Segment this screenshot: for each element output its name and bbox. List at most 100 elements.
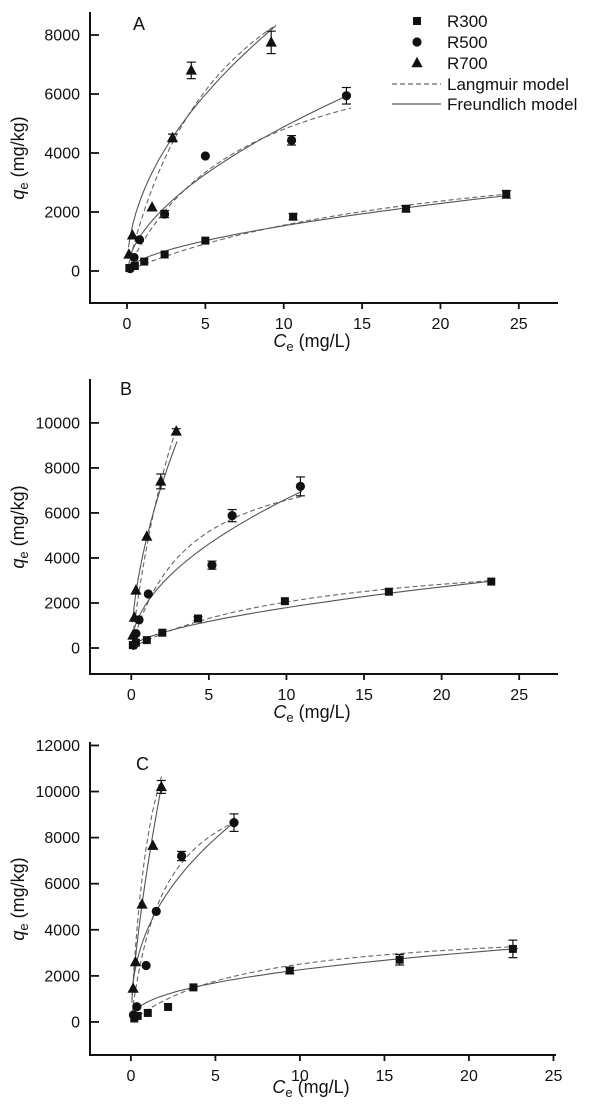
panel-letter: A [133, 14, 145, 34]
y-tick-label: 10000 [36, 784, 81, 801]
square-marker [143, 1008, 152, 1017]
x-tick-label: 25 [510, 687, 528, 704]
x-tick-label: 0 [126, 1068, 135, 1085]
square-marker [201, 236, 210, 245]
square-marker [508, 944, 517, 953]
circle-marker [132, 1002, 142, 1012]
circle-marker [207, 560, 217, 570]
y-axis-label: qe (mg/kg) [8, 485, 31, 568]
square-marker [142, 636, 151, 645]
square-marker [189, 983, 198, 992]
langmuir-curve-R300 [132, 580, 493, 648]
square-marker [140, 257, 149, 266]
square-marker [289, 212, 298, 221]
circle-marker [412, 37, 422, 47]
series-R700 [123, 30, 277, 259]
triangle-marker [146, 201, 158, 212]
series-R300 [128, 577, 496, 650]
square-marker [130, 261, 139, 270]
model-curves [131, 426, 493, 648]
circle-marker [200, 151, 210, 161]
circle-marker [128, 1010, 139, 1020]
circle-marker [141, 960, 151, 971]
triangle-marker [127, 629, 139, 640]
triangle-marker [147, 839, 159, 850]
freundlich-curve-R500 [132, 490, 303, 635]
langmuir-curve-R300 [129, 193, 510, 271]
square-marker [280, 597, 289, 606]
square-marker [160, 250, 169, 259]
axes: 0 2000 4000 6000 8000 0 5 10 15 20 25 [44, 12, 558, 333]
legend-label: R300 [447, 12, 488, 31]
triangle-marker [141, 530, 153, 541]
panel-c: 0 2000 4000 6000 8000 10000 12000 0 5 10 15 20 25 C Ce… [0, 730, 600, 1107]
langmuir-curve-R500 [131, 820, 237, 1013]
circle-marker [134, 235, 145, 245]
y-tick-label: 4000 [44, 922, 80, 939]
triangle-marker [129, 955, 142, 967]
triangle-marker [411, 56, 423, 68]
axes: 0 2000 4000 6000 8000 10000 0 5 10 15 20 25 [36, 379, 558, 704]
x-tick-label: 5 [211, 1068, 220, 1085]
x-tick-label: 15 [353, 316, 371, 333]
y-tick-label: 8000 [44, 28, 80, 45]
series-R700 [127, 425, 182, 640]
triangle-marker [126, 229, 139, 240]
triangle-marker [127, 982, 139, 993]
square-marker [487, 577, 496, 586]
triangle-marker [166, 131, 179, 143]
y-tick-label: 4000 [44, 146, 80, 163]
series-R500 [129, 476, 306, 650]
circle-marker [229, 818, 239, 828]
square-marker [401, 204, 410, 213]
triangle-marker [130, 584, 142, 595]
triangle-marker [265, 36, 277, 47]
y-tick-label: 12000 [36, 738, 81, 755]
series-R500 [125, 86, 352, 274]
langmuir-curve-R500 [128, 107, 352, 267]
panel-c-chart: 0 2000 4000 6000 8000 10000 12000 0 5 10 15 20 25 C Ce… [8, 738, 563, 1100]
panel-letter: B [120, 379, 132, 399]
freundlich-curve-R700 [128, 25, 277, 248]
circle-marker [129, 640, 139, 650]
y-tick-label: 10000 [36, 415, 81, 432]
circle-marker [295, 481, 306, 491]
y-tick-label: 0 [71, 263, 80, 280]
x-tick-label: 0 [127, 687, 136, 704]
legend-label: R500 [447, 33, 488, 52]
x-tick-label: 5 [201, 316, 210, 333]
freundlich-curve-R300 [131, 948, 519, 1015]
x-tick-label: 20 [460, 1068, 478, 1085]
langmuir-curve-R700 [128, 24, 277, 265]
legend-label: Langmuir model [447, 75, 569, 94]
circle-marker [160, 209, 170, 219]
circle-marker [286, 135, 297, 145]
circle-marker [125, 264, 135, 274]
y-tick-label: 2000 [44, 968, 80, 985]
y-tick-label: 0 [71, 641, 80, 658]
panel-b-chart: 0 2000 4000 6000 8000 10000 0 5 10 15 20 25 B Ce (mg/… [8, 379, 558, 725]
x-tick-label: 25 [545, 1068, 563, 1085]
y-tick-label: 6000 [44, 87, 80, 104]
y-tick-label: 8000 [44, 460, 80, 477]
x-axis-label: Ce (mg/L) [273, 702, 350, 725]
x-tick-label: 10 [275, 316, 293, 333]
series-R700 [127, 779, 167, 993]
x-tick-label: 25 [510, 316, 528, 333]
freundlich-curve-R700 [131, 441, 178, 623]
y-axis-label: qe (mg/kg) [8, 116, 31, 199]
square-marker [164, 1002, 173, 1011]
square-marker [395, 955, 404, 964]
x-tick-label: 15 [355, 687, 373, 704]
freundlich-curve-R300 [129, 194, 510, 268]
y-axis-label: qe (mg/kg) [8, 857, 31, 940]
x-tick-label: 10 [291, 1068, 309, 1085]
y-tick-label: 6000 [44, 505, 80, 522]
triangle-marker [155, 780, 167, 792]
triangle-marker [123, 248, 135, 259]
y-tick-label: 4000 [44, 550, 80, 567]
series-R300 [125, 189, 511, 273]
square-marker [502, 190, 511, 199]
legend-label: R700 [447, 54, 488, 73]
triangle-marker [128, 611, 140, 622]
